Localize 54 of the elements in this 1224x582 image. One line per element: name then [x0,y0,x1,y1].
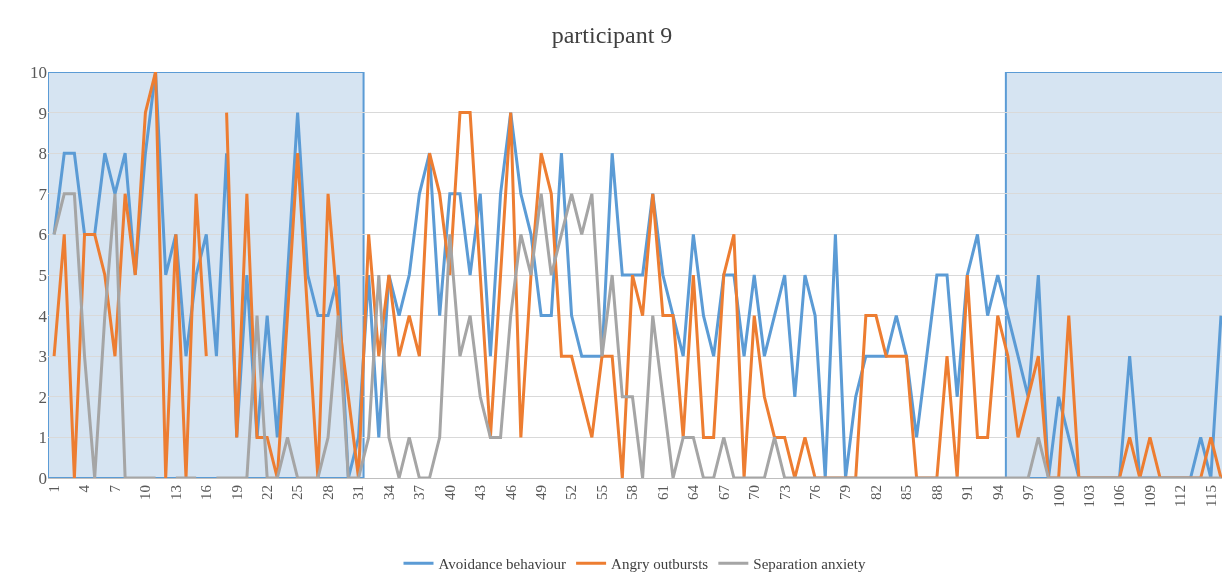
x-tick-label: 55 [593,485,610,500]
x-tick-label: 97 [1020,484,1037,500]
y-tick-label: 9 [38,103,47,123]
legend-label: Separation anxiety [753,556,866,573]
x-tick-label: 28 [319,485,336,500]
x-tick-label: 40 [441,485,458,500]
x-tick-label: 106 [1111,484,1128,508]
x-tick-label: 46 [502,484,519,500]
y-tick-label: 0 [38,468,47,488]
x-tick-label: 25 [289,485,306,500]
legend-label: Angry outbursts [611,556,709,573]
x-tick-label: 1 [45,485,62,493]
x-tick-label: 58 [624,485,641,500]
x-tick-label: 85 [898,485,915,500]
x-tick-label: 34 [380,484,397,500]
x-tick-label: 91 [959,485,976,500]
y-tick-label: 5 [38,265,47,285]
x-tick-label: 43 [472,485,489,500]
x-tick-label: 100 [1050,485,1067,508]
x-tick-label: 88 [928,485,945,500]
x-tick-label: 37 [411,484,428,500]
legend-label: Avoidance behaviour [438,556,567,573]
x-tick-label: 10 [137,485,154,500]
x-tick-label: 4 [76,484,93,493]
x-tick-label: 73 [776,485,793,500]
y-tick-label: 3 [38,347,47,367]
x-tick-label: 82 [867,485,884,500]
y-tick-label: 6 [38,225,47,245]
x-tick-label: 22 [259,485,276,500]
chart-title: participant 9 [551,21,673,48]
x-tick-label: 7 [106,484,123,493]
x-tick-label: 52 [563,485,580,500]
x-tick-label: 31 [350,485,367,500]
x-tick-label: 16 [198,484,215,500]
y-tick-label: 1 [38,428,47,448]
y-tick-label: 10 [30,62,47,82]
x-tick-label: 109 [1141,485,1158,508]
x-tick-label: 13 [167,485,184,500]
x-tick-label: 70 [746,485,763,500]
x-tick-label: 112 [1172,485,1189,507]
x-tick-label: 49 [533,485,550,500]
y-tick-label: 8 [38,144,47,164]
x-tick-label: 79 [837,485,854,500]
x-tick-label: 94 [989,484,1006,500]
x-tick-label: 76 [806,484,823,500]
y-tick-label: 2 [38,387,47,407]
y-tick-label: 7 [38,184,48,204]
x-tick-label: 115 [1202,485,1219,507]
y-tick-label: 4 [38,306,48,326]
x-tick-label: 103 [1080,485,1097,508]
x-tick-label: 19 [228,485,245,500]
x-tick-label: 67 [715,484,732,500]
x-tick-label: 61 [654,485,671,500]
x-tick-label: 64 [685,484,702,500]
